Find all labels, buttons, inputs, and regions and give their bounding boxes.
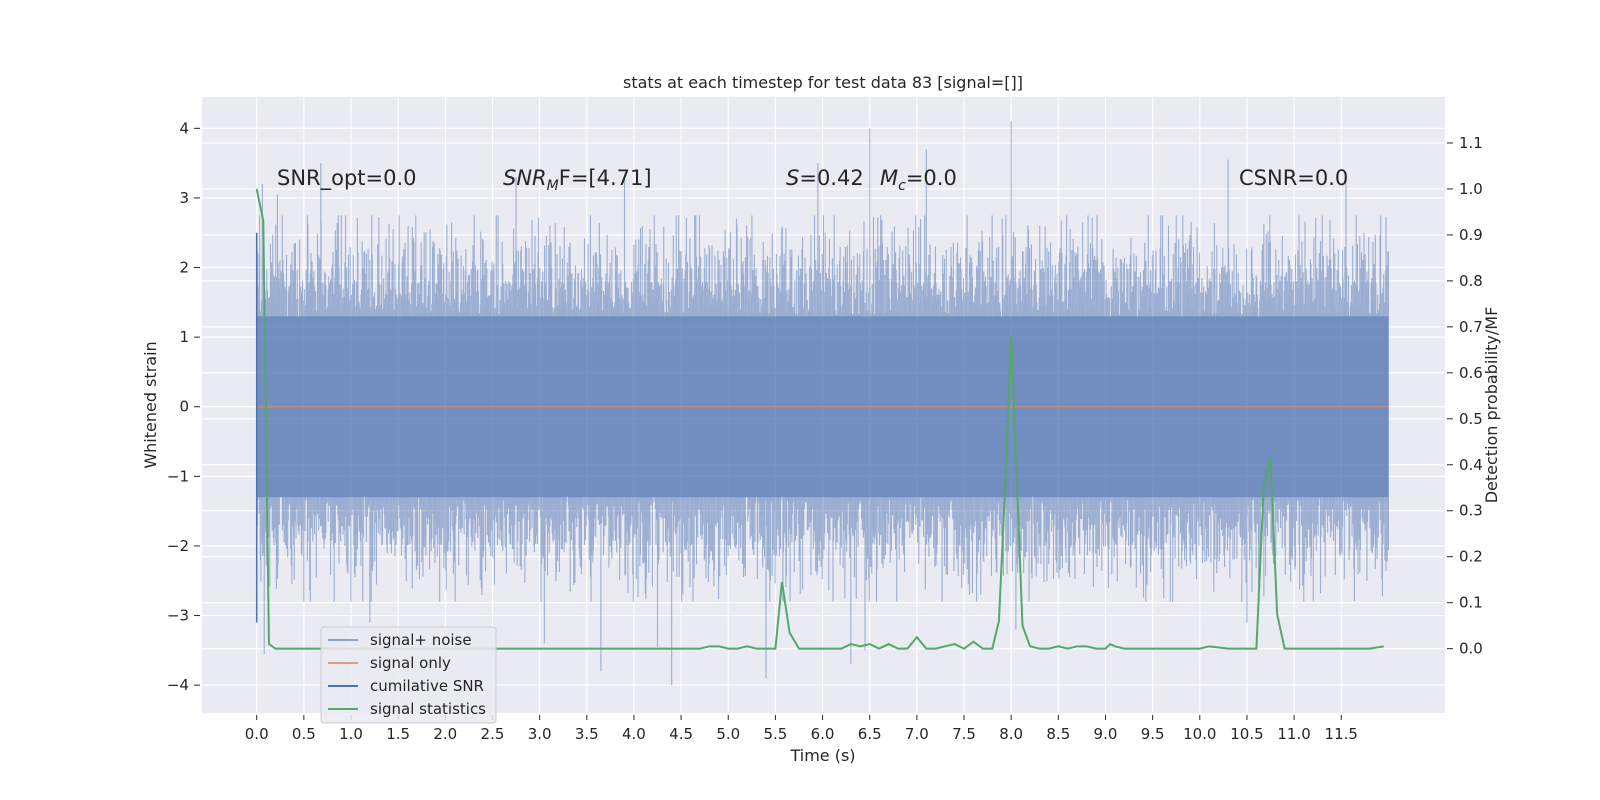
x-tick-label: 10.5 [1230,725,1263,743]
annotation-snr-mf: SNRMF=[4.71] [503,166,652,194]
y2-axis-label: Detection probability/MF [1482,307,1501,504]
y2-tick-label: 0.8 [1459,272,1483,290]
y-tick-label: 1 [179,328,189,346]
x-tick-label: 7.0 [905,725,929,743]
signal-statistics-line [255,188,1384,650]
x-tick-label: 3.0 [528,725,552,743]
y-tick-label: −1 [167,467,189,485]
x-tick-label: 3.5 [575,725,599,743]
legend-box [320,626,497,724]
legend-entry: signal only [370,654,451,672]
annotation-csnr: CSNR=0.0 [1239,166,1348,190]
y-tick-label: 4 [179,119,189,137]
y2-tick-label: 0.5 [1459,410,1483,428]
x-tick-label: 6.5 [858,725,882,743]
legend-entry: cumilative SNR [370,677,484,695]
x-axis-label: Time (s) [789,746,855,765]
y-tick-labels: −4 −3 −2 −1 0 1 2 3 4 [167,119,200,694]
x-tick-label: 0.5 [292,725,316,743]
x-tick-label: 8.5 [1046,725,1070,743]
annotation-mc-sub: c [898,178,906,194]
annotation-s-var: S [786,166,799,190]
y2-tick-label: 1.0 [1459,180,1483,198]
y-tick-label: −2 [167,537,189,555]
annotation-snr-mf-sub: M [547,178,559,194]
x-tick-label: 5.0 [716,725,740,743]
x-tick-label: 2.0 [433,725,457,743]
y2-tick-label: 0.4 [1459,456,1483,474]
y-tick-label: 0 [179,398,189,416]
x-tick-label: 9.5 [1141,725,1165,743]
y2-tick-label: 0.0 [1459,640,1483,658]
x-tick-label: 4.5 [669,725,693,743]
y-tick-label: 2 [179,259,189,277]
annotation-snr-mf-rest: F=[4.71] [559,166,652,190]
y2-tick-label: 0.7 [1459,318,1483,336]
x-tick-label: 1.5 [386,725,410,743]
x-tick-label: 10.0 [1183,725,1216,743]
annotation-mc: Mc=0.0 [880,166,957,194]
x-tick-label: 4.0 [622,725,646,743]
x-tick-label: 0.0 [245,725,269,743]
annotation-mc-val: =0.0 [906,166,957,190]
line-series [255,188,1389,650]
annotation-snr-opt: SNR_opt=0.0 [277,166,417,191]
x-tick-label: 5.5 [763,725,787,743]
y2-tick-label: 1.1 [1459,134,1483,152]
y2-tick-label: 0.3 [1459,502,1483,520]
chart-title: stats at each timestep for test data 83 … [623,73,1023,92]
y2-tick-label: 0.9 [1459,226,1483,244]
x-tick-label: 2.5 [481,725,505,743]
y-tick-label: 3 [179,189,189,207]
y-axis-label: Whitened strain [141,341,160,468]
annotation-s: S=0.42 [786,166,864,190]
y2-tick-label: 0.2 [1459,548,1483,566]
y2-tick-labels: 0.0 0.1 0.2 0.3 0.4 0.5 0.6 0.7 0.8 0.9 1.0 1.1 [1447,134,1483,658]
legend: signal+ noise signal only cumilative SNR si… [320,626,497,724]
y-tick-label: −4 [167,676,189,694]
legend-entry: signal statistics [370,700,486,718]
y2-tick-label: 0.6 [1459,364,1483,382]
annotation-snr-mf-main: SNR [503,166,547,190]
x-tick-label: 11.5 [1325,725,1358,743]
x-tick-labels: 0.0 0.5 1.0 1.5 2.0 2.5 3.0 3.5 4.0 4.5 5.0 5.5 6.0 6… [245,715,1358,743]
legend-entry: signal+ noise [370,631,472,649]
x-tick-label: 11.0 [1277,725,1310,743]
x-tick-label: 9.0 [1094,725,1118,743]
annotation-s-val: =0.42 [799,166,863,190]
y-tick-label: −3 [167,607,189,625]
x-tick-label: 8.0 [999,725,1023,743]
y2-tick-label: 0.1 [1459,594,1483,612]
annotation-mc-var: M [880,166,898,190]
x-tick-label: 6.0 [811,725,835,743]
x-tick-label: 7.5 [952,725,976,743]
x-tick-label: 1.0 [339,725,363,743]
